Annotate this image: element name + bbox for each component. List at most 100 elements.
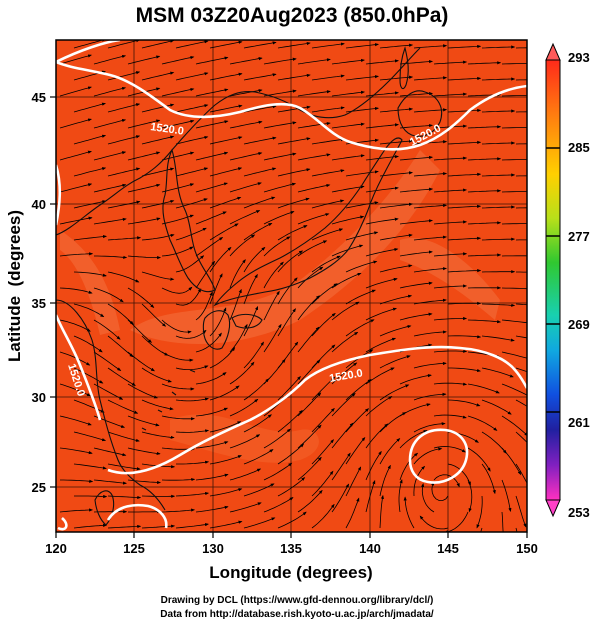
colorbar-bottom-arrow (545, 499, 561, 518)
streamline (345, 43, 379, 49)
streamline (175, 198, 208, 209)
streamline (365, 307, 397, 321)
streamline (141, 524, 176, 529)
credit-drawing: Drawing by DCL (https://www.gfd-dennou.o… (161, 595, 434, 606)
streamline (263, 428, 291, 449)
streamline (209, 346, 236, 369)
streamline (263, 236, 291, 257)
streamline (229, 434, 261, 449)
streamline (195, 407, 229, 417)
streamline (447, 140, 482, 145)
streamline (331, 331, 359, 353)
streamline (277, 277, 298, 305)
streamline (365, 186, 399, 193)
colorbar-tick-label: 261 (568, 415, 590, 430)
streamline (515, 431, 527, 443)
streamline (107, 271, 140, 283)
streamline (515, 303, 527, 306)
streamline (467, 157, 502, 161)
streamline (379, 464, 391, 497)
streamline (447, 335, 482, 339)
streamline (467, 415, 498, 431)
streamline (209, 72, 243, 81)
streamline (467, 61, 502, 65)
streamline (175, 135, 209, 145)
streamline (195, 372, 227, 385)
streamline (379, 171, 413, 177)
x-tick-label: 120 (45, 541, 67, 556)
y-tick-label: 45 (32, 90, 46, 105)
streamline (175, 365, 209, 370)
streamline (73, 234, 107, 241)
streamline (413, 235, 447, 241)
colorbar-tick-label: 277 (568, 229, 590, 244)
streamline (175, 397, 209, 402)
streamline (229, 468, 262, 481)
streamline (60, 479, 94, 483)
streamline (311, 376, 336, 401)
streamline (345, 201, 379, 209)
x-tick-label: 130 (202, 541, 224, 556)
streamline (161, 246, 194, 257)
streamline (501, 127, 527, 129)
streamline (311, 283, 338, 305)
streamline (209, 307, 227, 337)
streamline (141, 103, 175, 113)
streamline (175, 429, 210, 433)
streamline (297, 58, 331, 65)
streamline (73, 523, 108, 529)
streamline (447, 108, 482, 113)
streamline (141, 431, 175, 439)
streamline (481, 205, 516, 209)
streamline (229, 288, 242, 321)
streamline (141, 40, 175, 49)
streamline (277, 41, 311, 49)
streamline (59, 118, 92, 129)
streamline (311, 138, 345, 145)
streamline (243, 483, 275, 497)
streamline (229, 120, 263, 129)
streamline (311, 106, 345, 113)
streamline (331, 483, 349, 513)
streamline (107, 399, 139, 414)
streamline (195, 332, 222, 353)
coastline-hokkaido (397, 90, 443, 137)
streamline (243, 378, 270, 401)
streamline (161, 286, 193, 294)
streamline (331, 392, 356, 417)
streamline (447, 301, 482, 305)
y-tick-label: 35 (32, 296, 46, 311)
streamline (433, 474, 460, 488)
streamline (365, 217, 399, 225)
streamline (127, 119, 161, 129)
streamline (195, 260, 216, 289)
streamline (161, 415, 195, 421)
streamline (467, 125, 502, 129)
streamline (141, 71, 175, 81)
streamline (399, 281, 433, 289)
streamline (345, 260, 378, 273)
streamline (297, 121, 331, 129)
streamline (365, 423, 389, 449)
streamline (297, 213, 330, 225)
streamline (243, 196, 276, 209)
streamline (229, 361, 255, 385)
streamline (59, 508, 94, 513)
streamline (277, 250, 304, 273)
streamline (59, 216, 93, 225)
streamline (433, 188, 468, 193)
y-tick-label: 25 (32, 480, 46, 495)
streamline (467, 189, 502, 193)
streamline (433, 316, 468, 321)
streamline (195, 182, 228, 193)
streamline (413, 422, 446, 433)
streamline (379, 139, 413, 145)
streamline (345, 170, 379, 177)
streamline (413, 330, 447, 337)
streamline (59, 415, 92, 426)
streamline (107, 103, 141, 113)
contour-subtropical (107, 345, 527, 475)
streamline (127, 151, 161, 161)
streamline (141, 303, 167, 327)
streamline (277, 137, 311, 145)
